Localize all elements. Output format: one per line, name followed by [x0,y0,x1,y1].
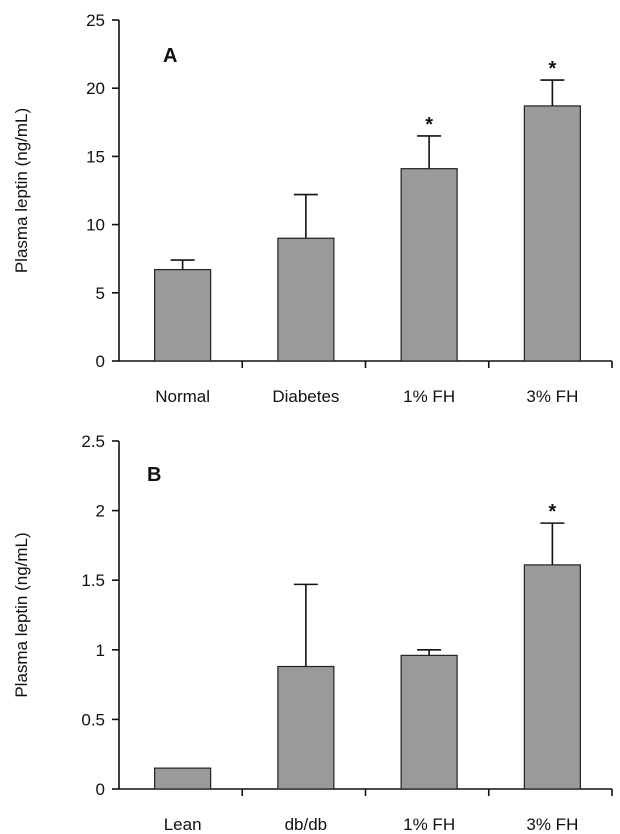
panel-b-letter: B [147,464,161,486]
panel-a-category-label-1: Normal [155,387,210,406]
panel-a-y-tick-label: 10 [86,216,105,235]
panel-b-category-label-4: 3% FH [526,815,578,834]
panel-b-chart: Plasma leptin (ng/mL) B 0 0.5 1 1.5 2 2.5 Lean… [12,432,613,834]
panel-a-y-tick-label: 15 [86,147,105,166]
panel-b-significance-4: * [548,501,556,523]
panel-a-y-tick-label: 0 [96,352,105,371]
panel-a-category-label-4: 3% FH [526,387,578,406]
panel-b-bar-1 [154,767,212,790]
panel-b-category-label-2: db/db [285,815,328,834]
panel-b-y-tick-label: 2 [96,502,105,521]
panel-a-significance-3: * [425,114,433,136]
panel-b-y-tick-label: 1.5 [81,571,105,590]
panel-a-significance-4: * [548,58,556,80]
panel-b-category-label-3: 1% FH [403,815,455,834]
panel-a-y-axis-label: Plasma leptin (ng/mL) [12,108,31,273]
panel-b-y-tick-label: 1 [96,641,105,660]
panel-a-letter: A [163,45,177,67]
panel-b-y-axis-label: Plasma leptin (ng/mL) [12,532,31,697]
panel-a-y-tick-label: 5 [96,284,105,303]
panel-b-bar-3 [400,654,458,790]
panel-b-y-tick-label: 0.5 [81,710,105,729]
panel-b-category-label-1: Lean [164,815,202,834]
panel-b-bar-4 [523,564,581,790]
panel-b-bar-2 [277,665,335,790]
panel-a-chart: Plasma leptin (ng/mL) A 0 5 10 15 20 25 Normal… [12,11,613,406]
panel-a-category-label-3: 1% FH [403,387,455,406]
panel-b-y-tick-label: 2.5 [81,432,105,451]
panel-a-bar-3 [400,168,458,362]
panel-a-bar-2 [277,237,335,362]
panel-a-y-tick-label: 20 [86,79,105,98]
panel-b-y-tick-label: 0 [96,780,105,799]
panel-a-bar-1 [154,269,212,362]
panel-a-bar-4 [523,105,581,362]
panel-a-category-label-2: Diabetes [272,387,339,406]
panel-a-y-tick-label: 25 [86,11,105,30]
